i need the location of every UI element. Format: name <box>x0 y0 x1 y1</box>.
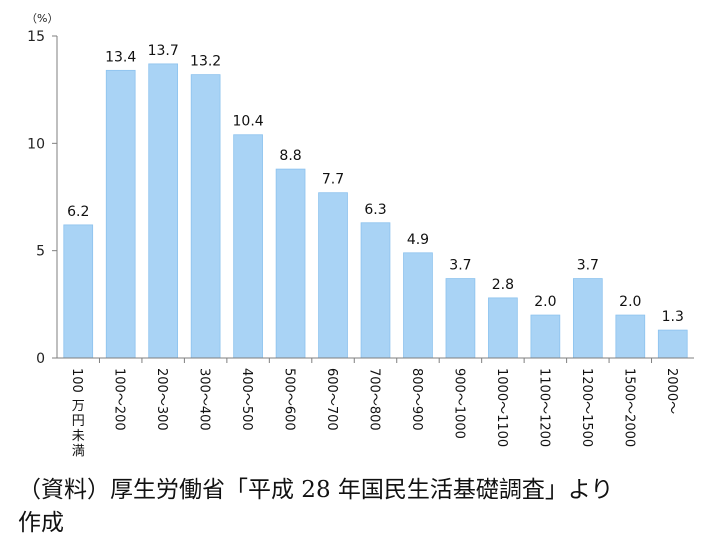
y-axis: 0 5 10 15 <box>27 29 57 367</box>
bar-value-label: 10.4 <box>233 114 264 130</box>
bar-chart: （%） 0 5 10 15 6.2 13.4 13.7 13.2 10.4 8.8 7.7 6.3 4… <box>26 12 694 459</box>
x-category-label: 1500～2000 <box>621 368 636 447</box>
x-category-label: 1100～1200 <box>536 368 551 447</box>
bar <box>63 224 94 359</box>
bar-value-label: 3.7 <box>577 258 599 274</box>
y-axis-unit-label: （%） <box>26 12 58 25</box>
bar <box>403 252 433 359</box>
bar <box>615 314 646 359</box>
x-category-label: 100～200 <box>112 368 127 431</box>
bar-value-label: 2.8 <box>492 277 514 293</box>
bar-value-label: 7.7 <box>322 172 344 188</box>
bar-value-label: 3.7 <box>449 258 471 274</box>
data-labels: 6.2 13.4 13.7 13.2 10.4 8.8 7.7 6.3 4.9 3.7 2.8 2.0… <box>67 43 684 325</box>
bar <box>530 314 561 359</box>
x-category-label-char: 万 <box>72 399 85 414</box>
bar <box>572 278 603 359</box>
x-category-label-char: 未 <box>72 429 85 444</box>
bar-value-label: 2.0 <box>534 294 556 310</box>
bar-value-label: 8.8 <box>279 148 301 164</box>
bar <box>148 63 179 359</box>
bar <box>488 297 518 359</box>
bar <box>445 278 476 359</box>
x-category-label: 2000～ <box>664 368 679 414</box>
bar <box>105 69 136 359</box>
x-category-label: 700～800 <box>367 368 382 431</box>
bar-value-label: 13.2 <box>190 54 221 70</box>
bar <box>657 329 688 359</box>
x-category-label: 600～700 <box>324 368 339 431</box>
y-tick-label: 5 <box>36 244 45 260</box>
bar-value-label: 13.7 <box>148 43 179 59</box>
bar-value-label: 13.4 <box>105 49 136 65</box>
x-category-label-char: 円 <box>72 414 85 429</box>
source-note: （資料）厚生労働省「平成 28 年国民生活基礎調査」より 作成 <box>18 477 614 536</box>
bar <box>360 222 391 359</box>
x-category-label: 800～900 <box>409 368 424 431</box>
x-category-label-char: 満 <box>72 444 85 459</box>
x-category-label: 1200～1500 <box>579 368 594 447</box>
bar <box>233 134 263 359</box>
bar-value-label: 6.3 <box>364 202 386 218</box>
bar-value-label: 4.9 <box>407 232 429 248</box>
x-category-label: 300～400 <box>197 368 212 431</box>
bar-value-label: 6.2 <box>67 204 89 220</box>
bar <box>190 74 221 359</box>
x-category-label: 900～1000 <box>451 368 466 439</box>
x-category-label-digits: 100 <box>69 368 84 393</box>
bar-value-label: 1.3 <box>662 309 684 325</box>
x-category-label: 1000～1100 <box>494 368 509 447</box>
y-tick-label: 15 <box>27 29 45 45</box>
bar <box>318 192 348 359</box>
x-category-label: 400～500 <box>239 368 254 431</box>
bars <box>63 63 688 363</box>
x-category-label: 500～600 <box>282 368 297 431</box>
y-tick-label: 10 <box>27 136 45 152</box>
bar <box>275 168 306 359</box>
x-category-label: 200～300 <box>154 368 169 431</box>
y-tick-label: 0 <box>36 351 45 367</box>
bar-value-label: 2.0 <box>619 294 641 310</box>
